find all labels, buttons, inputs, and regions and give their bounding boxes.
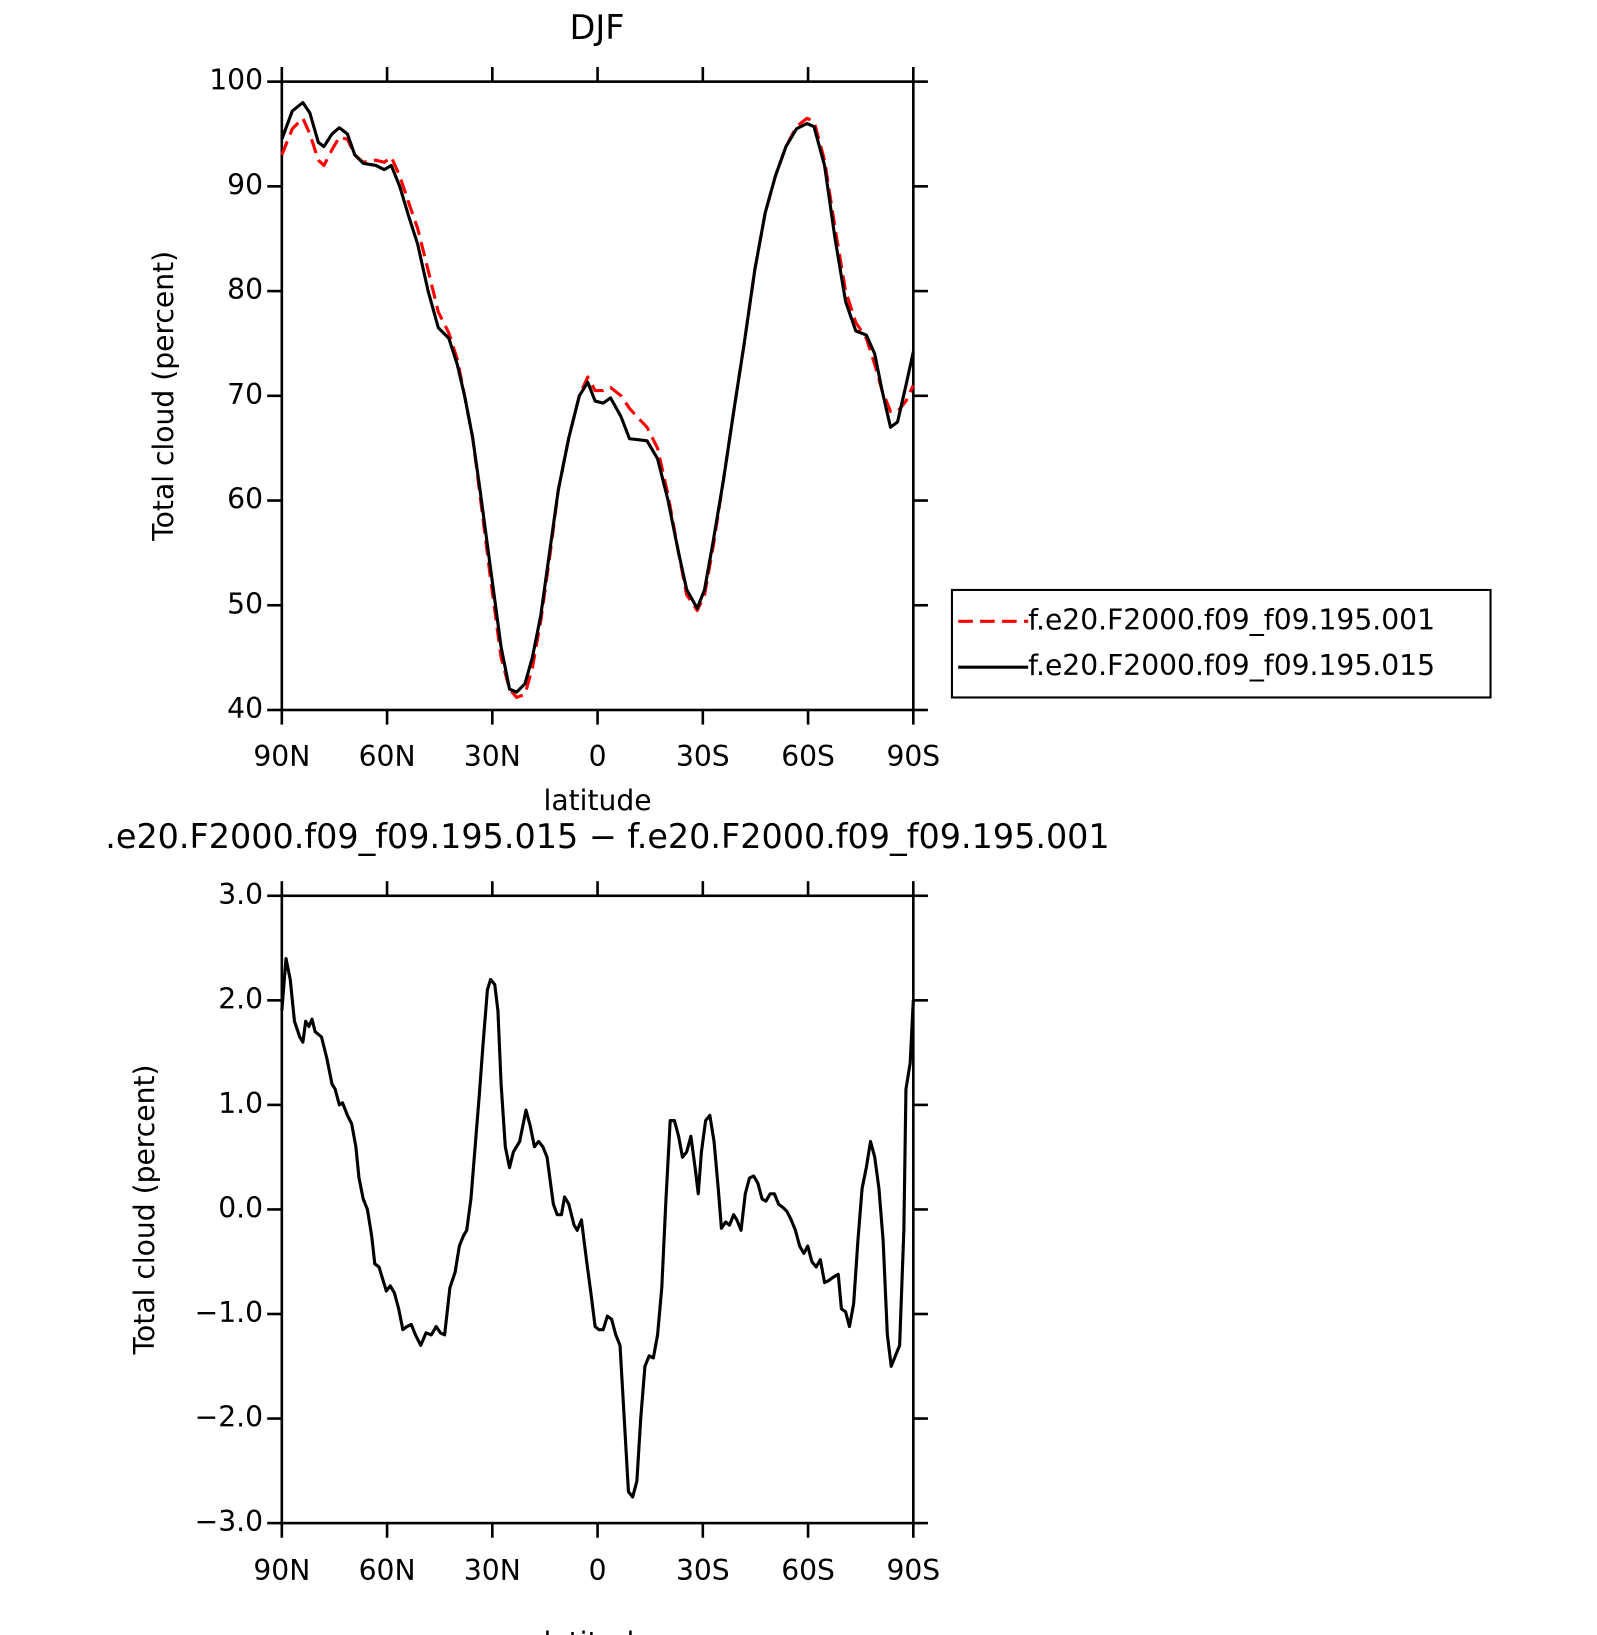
x-tick-label: 30S — [676, 740, 730, 773]
y-tick-label: 40 — [227, 692, 263, 725]
y-tick-label: 70 — [227, 378, 263, 411]
x-tick-label: 90S — [886, 740, 940, 773]
series-line — [280, 101, 915, 694]
y-tick-label: 100 — [209, 64, 263, 97]
y-axis-label: Total cloud (percent) — [147, 251, 180, 542]
x-tick-label: 30S — [676, 1554, 730, 1587]
x-tick-label: 30N — [464, 740, 521, 773]
chart-title: .e20.F2000.f09_f09.195.015 − f.e20.F2000… — [105, 817, 1109, 856]
x-tick-label: 90S — [886, 1554, 940, 1587]
y-tick-label: −2.0 — [195, 1401, 263, 1434]
x-tick-label: 0 — [589, 1554, 607, 1587]
x-tick-label: 0 — [589, 740, 607, 773]
legend-label: f.e20.F2000.f09_f09.195.001 — [1028, 603, 1435, 636]
y-tick-label: 80 — [227, 273, 263, 306]
chart-title: DJF — [570, 8, 625, 47]
y-tick-label: 3.0 — [218, 878, 263, 911]
x-axis-label: latitude — [544, 784, 652, 817]
series-line — [280, 956, 915, 1499]
plot-frame — [280, 894, 915, 1525]
x-tick-label: 60N — [359, 1554, 416, 1587]
y-tick-label: 90 — [227, 168, 263, 201]
x-tick-label: 90N — [253, 1554, 310, 1587]
x-tick-label: 60S — [781, 740, 835, 773]
y-axis-label: Total cloud (percent) — [128, 1065, 161, 1356]
y-tick-label: 0.0 — [218, 1191, 263, 1224]
x-tick-label: 60S — [781, 1554, 835, 1587]
legend-label: f.e20.F2000.f09_f09.195.015 — [1028, 649, 1435, 682]
x-tick-label: 90N — [253, 740, 310, 773]
y-tick-label: 2.0 — [218, 982, 263, 1015]
series-line — [280, 116, 915, 699]
y-tick-label: 60 — [227, 483, 263, 516]
y-tick-label: 1.0 — [218, 1087, 263, 1120]
x-tick-label: 60N — [359, 740, 416, 773]
x-tick-label: 30N — [464, 1554, 521, 1587]
legend-box — [950, 588, 1492, 699]
plot-frame — [280, 80, 915, 712]
y-tick-label: 50 — [227, 587, 263, 620]
y-tick-label: −3.0 — [195, 1505, 263, 1538]
y-tick-label: −1.0 — [195, 1296, 263, 1329]
x-axis-label: latitude — [544, 1626, 652, 1635]
